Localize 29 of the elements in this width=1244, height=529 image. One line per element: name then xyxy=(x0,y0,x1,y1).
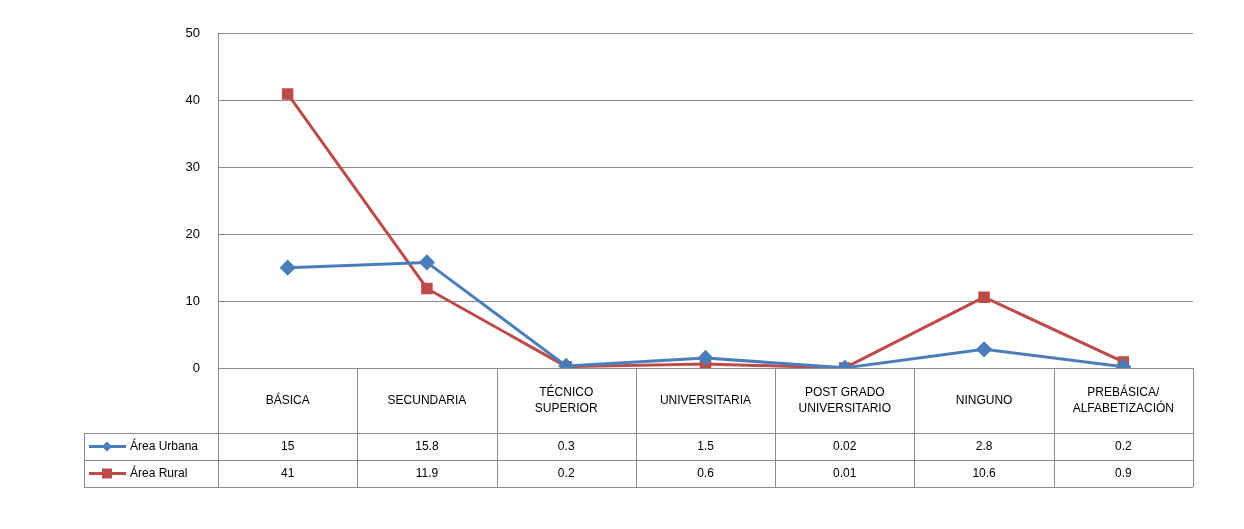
data-label: 10.6 xyxy=(972,465,997,480)
y-tick-label: 0 xyxy=(192,359,200,375)
data-label: 0.3 xyxy=(557,438,575,453)
data-label: 15.8 xyxy=(415,438,439,453)
data-label: 0.01 xyxy=(833,465,857,480)
data-label: 15 xyxy=(280,438,295,453)
x-tick-label: POST GRADO UNIVERSITARIO xyxy=(798,384,892,415)
x-tick-label: BÁSICA xyxy=(265,391,310,407)
legend-label: Área Urbana xyxy=(130,437,199,453)
y-tick-label: 40 xyxy=(185,92,200,108)
x-tick-label: TÉCNICO SUPERIOR xyxy=(534,383,598,415)
x-tick-label: PREBÁSICA/ ALFABETIZACIÓN xyxy=(1072,383,1175,415)
x-tick-label: UNIVERSITARIA xyxy=(659,392,752,407)
data-label: 11.9 xyxy=(415,465,439,480)
data-label: 2.8 xyxy=(975,438,993,453)
data-label: 0.6 xyxy=(697,465,715,480)
x-tick-label: SECUNDARIA xyxy=(387,392,467,407)
y-tick-label: 20 xyxy=(185,225,200,241)
data-label: 0.02 xyxy=(833,438,857,453)
y-tick-label: 50 xyxy=(185,25,200,41)
data-label: 1.5 xyxy=(697,438,715,453)
data-label: 0.9 xyxy=(1115,465,1133,480)
data-label: 0.2 xyxy=(557,465,575,480)
legend-label: Área Rural xyxy=(130,464,188,480)
x-tick-label: NINGUNO xyxy=(955,392,1013,407)
y-tick-label: 10 xyxy=(185,292,200,308)
data-label: 41 xyxy=(280,465,295,480)
data-label: 0.2 xyxy=(1115,438,1133,453)
y-tick-label: 30 xyxy=(185,159,200,175)
